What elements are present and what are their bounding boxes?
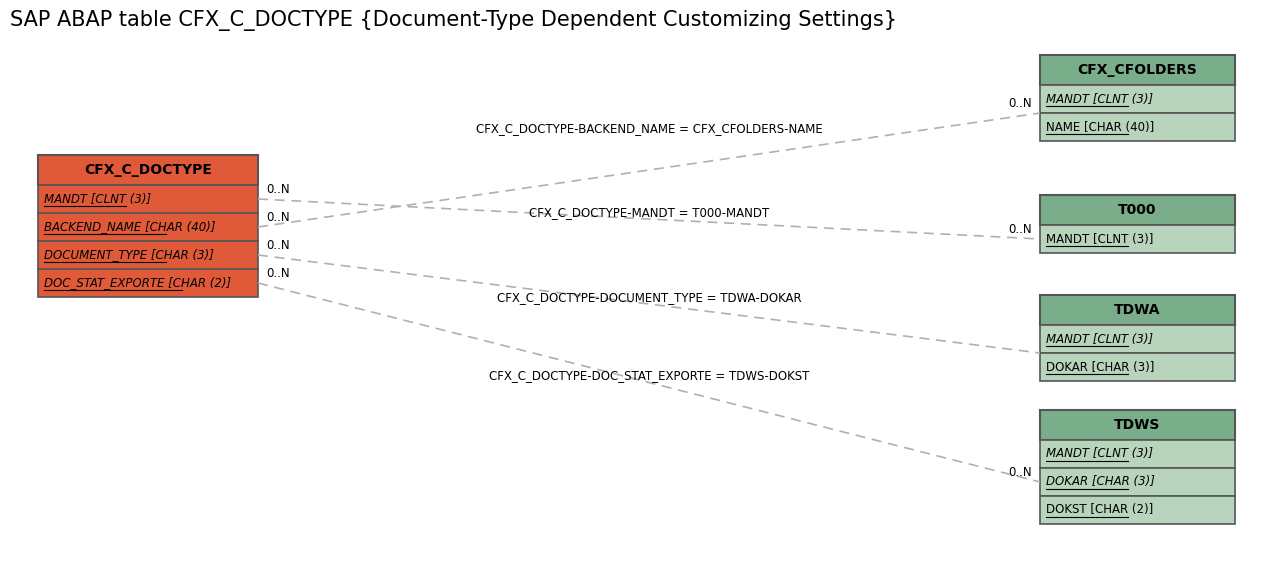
FancyBboxPatch shape [1040,225,1235,253]
Text: 0..N: 0..N [266,239,290,252]
Text: CFX_C_DOCTYPE: CFX_C_DOCTYPE [84,163,212,177]
Text: TDWA: TDWA [1114,303,1161,317]
Text: MANDT [CLNT (3)]: MANDT [CLNT (3)] [1046,233,1154,245]
FancyBboxPatch shape [38,213,258,241]
FancyBboxPatch shape [1040,195,1235,225]
Text: 0..N: 0..N [266,211,290,224]
Text: 0..N: 0..N [266,183,290,196]
Text: MANDT [CLNT (3)]: MANDT [CLNT (3)] [1046,448,1154,461]
Text: TDWS: TDWS [1114,418,1160,432]
Text: 0..N: 0..N [1009,466,1032,479]
FancyBboxPatch shape [1040,295,1235,325]
Text: DOKST [CHAR (2)]: DOKST [CHAR (2)] [1046,504,1154,517]
FancyBboxPatch shape [38,269,258,297]
FancyBboxPatch shape [38,185,258,213]
Text: T000: T000 [1118,203,1156,217]
Text: CFX_CFOLDERS: CFX_CFOLDERS [1077,63,1197,77]
FancyBboxPatch shape [1040,353,1235,381]
Text: NAME [CHAR (40)]: NAME [CHAR (40)] [1046,121,1154,134]
FancyBboxPatch shape [1040,55,1235,85]
Text: DOKAR [CHAR (3)]: DOKAR [CHAR (3)] [1046,360,1155,374]
FancyBboxPatch shape [38,155,258,185]
FancyBboxPatch shape [1040,410,1235,440]
Text: 0..N: 0..N [1009,97,1032,110]
Text: 0..N: 0..N [1009,223,1032,236]
Text: DOCUMENT_TYPE [CHAR (3)]: DOCUMENT_TYPE [CHAR (3)] [45,248,214,262]
FancyBboxPatch shape [1040,440,1235,468]
Text: DOKAR [CHAR (3)]: DOKAR [CHAR (3)] [1046,476,1155,489]
Text: CFX_C_DOCTYPE-DOCUMENT_TYPE = TDWA-DOKAR: CFX_C_DOCTYPE-DOCUMENT_TYPE = TDWA-DOKAR [496,291,801,304]
Text: DOC_STAT_EXPORTE [CHAR (2)]: DOC_STAT_EXPORTE [CHAR (2)] [45,276,232,290]
Text: CFX_C_DOCTYPE-MANDT = T000-MANDT: CFX_C_DOCTYPE-MANDT = T000-MANDT [529,206,770,219]
Text: MANDT [CLNT (3)]: MANDT [CLNT (3)] [45,192,151,205]
FancyBboxPatch shape [1040,113,1235,141]
FancyBboxPatch shape [38,241,258,269]
FancyBboxPatch shape [1040,85,1235,113]
Text: SAP ABAP table CFX_C_DOCTYPE {Document-Type Dependent Customizing Settings}: SAP ABAP table CFX_C_DOCTYPE {Document-T… [10,10,897,31]
Text: MANDT [CLNT (3)]: MANDT [CLNT (3)] [1046,93,1154,106]
Text: CFX_C_DOCTYPE-DOC_STAT_EXPORTE = TDWS-DOKST: CFX_C_DOCTYPE-DOC_STAT_EXPORTE = TDWS-DO… [488,370,809,382]
FancyBboxPatch shape [1040,325,1235,353]
Text: 0..N: 0..N [266,267,290,280]
FancyBboxPatch shape [1040,468,1235,496]
Text: CFX_C_DOCTYPE-BACKEND_NAME = CFX_CFOLDERS-NAME: CFX_C_DOCTYPE-BACKEND_NAME = CFX_CFOLDER… [476,122,823,135]
FancyBboxPatch shape [1040,496,1235,524]
Text: MANDT [CLNT (3)]: MANDT [CLNT (3)] [1046,332,1154,346]
Text: BACKEND_NAME [CHAR (40)]: BACKEND_NAME [CHAR (40)] [45,220,215,234]
